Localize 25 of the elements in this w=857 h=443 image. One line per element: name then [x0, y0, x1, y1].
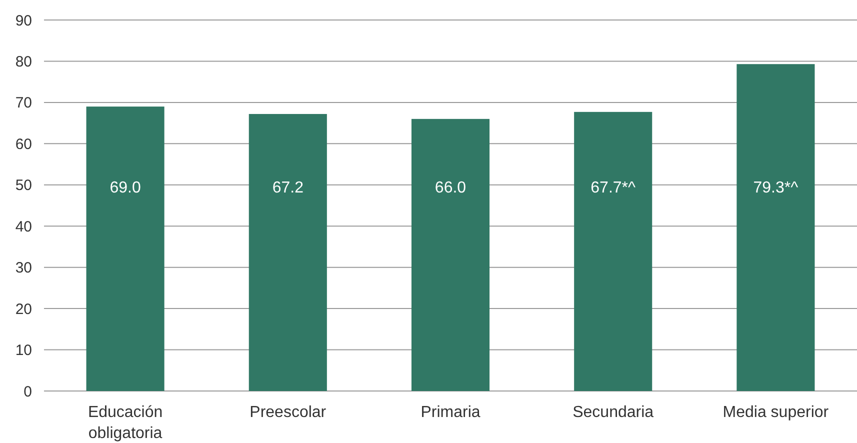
y-tick-label: 20 [15, 300, 32, 318]
y-tick-label: 50 [15, 177, 32, 194]
y-tick-label: 30 [15, 260, 32, 277]
bar [248, 114, 327, 391]
x-tick-label: Secundaria [572, 404, 654, 421]
bar [86, 106, 164, 391]
x-tick-label: Educación obligatoria [88, 404, 163, 442]
y-tick-label: 90 [15, 12, 32, 30]
x-tick-label: Preescolar [250, 404, 327, 421]
data-label: 69.0 [110, 180, 141, 197]
y-tick-label: 40 [15, 218, 32, 236]
y-tick-label: 60 [15, 136, 32, 153]
x-tick-label: Media superior [722, 404, 830, 421]
data-label: 67.7*^ [590, 180, 636, 197]
bar [411, 118, 490, 391]
bar [574, 112, 652, 391]
y-tick-label: 70 [15, 94, 32, 112]
data-label: 79.3*^ [753, 180, 799, 197]
y-tick-label: 80 [15, 53, 32, 70]
y-tick-label: 0 [24, 383, 32, 400]
bar [736, 64, 815, 391]
data-label: 66.0 [434, 180, 466, 197]
x-tick-label: Primaria [420, 404, 480, 421]
data-label: 67.2 [272, 180, 304, 197]
y-tick-label: 10 [15, 342, 32, 360]
